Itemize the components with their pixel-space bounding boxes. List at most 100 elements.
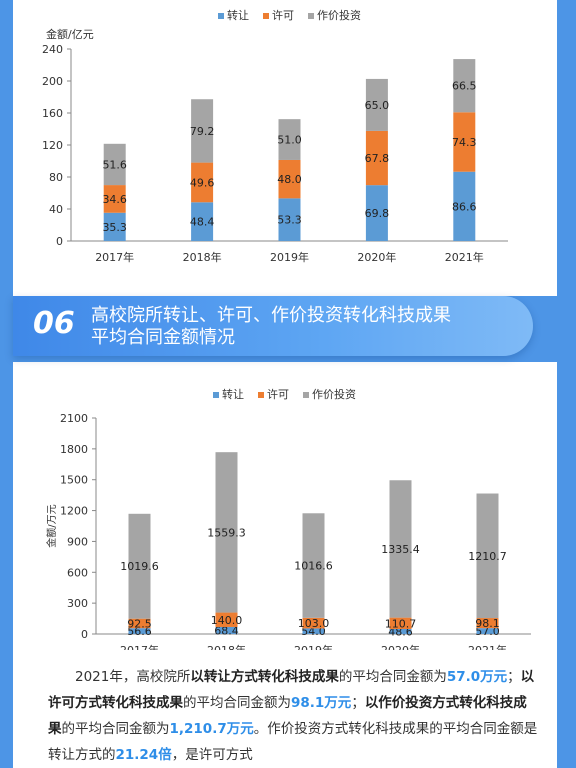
data-label: 86.6 — [452, 200, 477, 213]
data-label: 35.3 — [102, 221, 127, 234]
data-label: 68.4 — [214, 624, 239, 637]
para-emphasis: 以作价投资方式转化科技成果 — [48, 695, 527, 737]
y-tick-label: 80 — [49, 171, 63, 184]
legend-swatch — [263, 13, 269, 19]
para-text: ，是许可方式 — [171, 747, 253, 763]
y-tick-label: 300 — [67, 597, 88, 610]
para-text: 。作价投资方式转化科技成果的平均合同金额是转让方式的 — [48, 721, 538, 763]
para-text: 的平均合同金额为 — [61, 721, 170, 737]
data-label: 98.1 — [475, 617, 500, 630]
data-label: 1019.6 — [120, 560, 159, 573]
legend-swatch — [213, 392, 219, 398]
bar-segment — [278, 198, 301, 241]
legend-label: 许可 — [272, 9, 294, 22]
x-tick-label: 2018年 — [183, 250, 222, 264]
para-text: ； — [351, 695, 365, 711]
bar-segment — [453, 171, 476, 241]
data-label: 53.3 — [277, 214, 302, 227]
data-label: 69.8 — [365, 207, 390, 220]
legend-swatch — [303, 392, 309, 398]
summary-paragraph: 2021年，高校院所以转让方式转化科技成果的平均合同金额为57.0万元；以许可方… — [48, 664, 538, 768]
y-axis-title: 金额/万元 — [45, 504, 58, 547]
y-tick-label: 240 — [42, 43, 63, 56]
legend-swatch — [218, 13, 224, 19]
legend-label: 作价投资 — [312, 387, 356, 401]
para-emphasis: 以许可方式转化科技成果 — [48, 669, 535, 711]
bar-segment — [302, 513, 325, 618]
data-label: 54.0 — [301, 625, 326, 638]
legend-label: 转让 — [222, 387, 244, 401]
x-tick-label: 2017年 — [95, 250, 134, 264]
bar-segment — [191, 99, 214, 163]
y-axis-title: 金额/亿元 — [46, 27, 94, 41]
section-title-line2: 平均合同金额情况 — [91, 327, 235, 348]
para-value-license: 98.1万元 — [291, 695, 352, 711]
section-banner: 06 高校院所转让、许可、作价投资转化科技成果 平均合同金额情况 — [13, 296, 533, 356]
bar-segment — [389, 480, 412, 618]
bar-segment — [476, 618, 499, 629]
x-tick-label: 2018年 — [207, 643, 246, 650]
bar-segment — [128, 513, 151, 619]
section-number: 06 — [33, 306, 75, 341]
data-label: 1210.7 — [468, 550, 507, 563]
x-tick-label: 2019年 — [270, 250, 309, 264]
bar-segment — [476, 628, 499, 634]
bar-segment — [453, 112, 476, 172]
y-tick-label: 0 — [81, 628, 88, 641]
y-tick-label: 2100 — [60, 412, 88, 425]
legend-swatch — [308, 13, 314, 19]
bar-segment — [103, 143, 126, 186]
bar-segment — [103, 212, 126, 241]
x-tick-label: 2017年 — [120, 643, 159, 650]
bar-segment — [476, 493, 499, 619]
data-label: 34.6 — [102, 193, 127, 206]
x-tick-label: 2021年 — [445, 250, 484, 264]
y-tick-label: 160 — [42, 107, 63, 120]
para-text: 2021年，高校院所 — [75, 669, 191, 685]
bar-segment — [302, 628, 325, 634]
y-tick-label: 900 — [67, 535, 88, 548]
data-label: 74.3 — [452, 136, 477, 149]
bar-segment — [215, 452, 238, 613]
para-text: 的平均合同金额为 — [183, 695, 291, 711]
data-label: 1016.6 — [294, 560, 333, 573]
y-tick-label: 200 — [42, 75, 63, 88]
data-label: 51.0 — [277, 134, 302, 147]
bar-segment — [389, 617, 412, 630]
data-label: 51.6 — [102, 158, 127, 171]
x-tick-label: 2020年 — [381, 643, 420, 650]
para-text: ； — [507, 669, 521, 685]
y-tick-label: 120 — [42, 139, 63, 152]
bar-segment — [215, 626, 238, 634]
para-value-investment: 1,210.7万元 — [169, 721, 254, 737]
data-label: 79.2 — [190, 125, 215, 138]
data-label: 1559.3 — [207, 526, 246, 539]
data-label: 65.0 — [365, 99, 390, 112]
x-tick-label: 2020年 — [357, 250, 396, 264]
y-tick-label: 1800 — [60, 443, 88, 456]
bar-segment — [191, 202, 214, 241]
data-label: 48.4 — [190, 216, 215, 229]
bar-segment — [128, 628, 151, 634]
para-emphasis: 以转让方式转化科技成果 — [190, 669, 339, 685]
y-tick-label: 1200 — [60, 505, 88, 518]
y-tick-label: 40 — [49, 203, 63, 216]
para-text: 的平均合同金额为 — [338, 669, 447, 685]
bar-segment — [191, 162, 214, 203]
y-tick-label: 1500 — [60, 474, 88, 487]
y-tick-label: 0 — [56, 235, 63, 248]
data-label: 56.6 — [127, 625, 152, 638]
data-label: 1335.4 — [381, 543, 420, 556]
data-label: 140.0 — [211, 614, 243, 627]
bar-segment — [365, 130, 388, 186]
data-label: 48.0 — [277, 173, 302, 186]
data-label: 49.6 — [190, 176, 215, 189]
bar-segment — [389, 629, 412, 634]
legend-swatch — [258, 392, 264, 398]
data-label: 110.7 — [385, 617, 417, 630]
data-label: 66.5 — [452, 80, 477, 93]
legend-label: 作价投资 — [317, 8, 361, 22]
y-tick-label: 600 — [67, 566, 88, 579]
bar-segment — [453, 59, 476, 113]
